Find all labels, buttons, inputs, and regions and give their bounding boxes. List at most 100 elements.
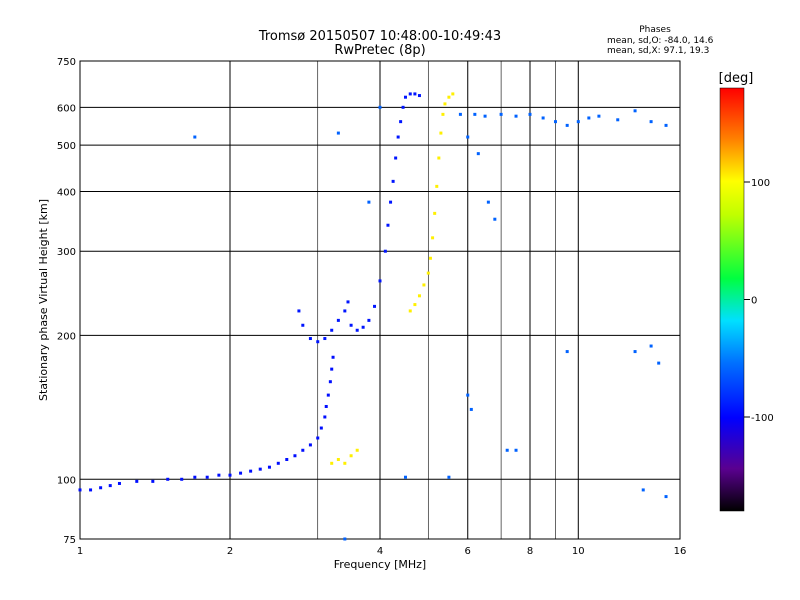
data-point <box>301 448 305 452</box>
chart-subtitle: RwPretec (8p) <box>334 43 425 58</box>
phase-heading: Phases <box>639 25 671 35</box>
data-point <box>349 323 353 327</box>
data-point <box>267 465 271 469</box>
data-point <box>486 200 490 204</box>
y-tick-label: 300 <box>57 247 76 258</box>
data-point <box>108 484 112 488</box>
data-point <box>466 135 470 139</box>
data-point <box>330 367 334 371</box>
data-point <box>565 123 569 127</box>
data-point <box>401 105 405 109</box>
data-point <box>633 109 637 113</box>
data-point <box>466 393 470 397</box>
data-point <box>413 303 417 307</box>
x-tick-label: 8 <box>527 546 533 557</box>
data-point <box>428 256 432 260</box>
data-point <box>151 479 155 483</box>
data-point <box>505 448 509 452</box>
data-point <box>330 461 334 465</box>
data-point <box>331 355 335 359</box>
data-point <box>476 152 480 156</box>
data-point <box>355 328 359 332</box>
phase-line-x: mean, sd,X: 97.1, 19.3 <box>607 46 709 56</box>
data-point <box>316 436 320 440</box>
colorbar-tick-label: -100 <box>751 413 774 424</box>
data-point <box>193 135 197 139</box>
data-point <box>343 309 347 313</box>
data-point <box>499 112 503 116</box>
data-point <box>433 211 437 215</box>
data-point <box>383 249 387 253</box>
y-tick-label: 100 <box>57 475 76 486</box>
x-tick-label: 16 <box>674 546 687 557</box>
colorbar-tick-label: 100 <box>751 178 770 189</box>
data-point <box>435 184 439 188</box>
data-point <box>239 471 243 475</box>
colorbar-tick-label: 0 <box>751 296 757 307</box>
data-point <box>422 283 426 287</box>
x-axis-label: Frequency [MHz] <box>334 558 426 571</box>
data-point <box>439 131 443 135</box>
data-point <box>78 488 82 492</box>
data-point <box>378 105 382 109</box>
data-point <box>528 112 532 116</box>
data-point <box>657 361 661 365</box>
data-point <box>408 92 412 96</box>
data-point <box>587 116 591 120</box>
data-point <box>373 304 377 308</box>
data-point <box>649 120 653 124</box>
data-point <box>343 537 347 541</box>
data-points <box>78 92 668 541</box>
data-point <box>437 156 441 160</box>
data-point <box>308 337 312 341</box>
data-point <box>403 95 407 99</box>
data-point <box>367 200 371 204</box>
data-point <box>324 404 328 408</box>
data-point <box>473 112 477 116</box>
data-point <box>633 350 637 354</box>
data-point <box>285 457 289 461</box>
data-point <box>553 120 557 124</box>
x-tick-label: 1 <box>77 546 83 557</box>
data-point <box>514 448 518 452</box>
colorbar-label: [deg] <box>719 71 754 86</box>
phase-line-o: mean, sd,O: -84.0, 14.6 <box>607 36 714 46</box>
data-point <box>193 475 197 479</box>
data-point <box>346 300 350 304</box>
data-point <box>493 217 497 221</box>
y-axis-label: Stationary phase Virtual Height [km] <box>37 199 50 401</box>
data-point <box>447 475 451 479</box>
y-tick-label: 75 <box>63 535 76 546</box>
data-point <box>328 380 332 384</box>
data-point <box>431 236 435 240</box>
data-point <box>399 120 403 124</box>
data-point <box>389 200 393 204</box>
data-point <box>403 475 407 479</box>
data-point <box>443 102 447 106</box>
data-point <box>417 94 421 98</box>
chart-title: Tromsø 20150507 10:48:00-10:49:43 <box>258 29 501 44</box>
data-point <box>308 443 312 447</box>
data-point <box>343 461 347 465</box>
data-point <box>326 393 330 397</box>
data-point <box>649 344 653 348</box>
data-point <box>664 123 668 127</box>
data-point <box>293 454 297 458</box>
grid-lines <box>80 61 680 539</box>
data-point <box>386 223 390 227</box>
data-point <box>276 461 280 465</box>
data-point <box>297 309 301 313</box>
data-point <box>413 92 417 96</box>
data-point <box>396 135 400 139</box>
data-point <box>228 473 232 477</box>
data-point <box>458 112 462 116</box>
data-point <box>576 120 580 124</box>
data-point <box>258 467 262 471</box>
x-tick-labels: 1 2 4 6 8 10 16 <box>77 546 687 557</box>
data-point <box>99 486 103 490</box>
data-point <box>417 294 421 298</box>
data-point <box>378 279 382 283</box>
y-tick-label: 400 <box>57 187 76 198</box>
data-point <box>336 457 340 461</box>
